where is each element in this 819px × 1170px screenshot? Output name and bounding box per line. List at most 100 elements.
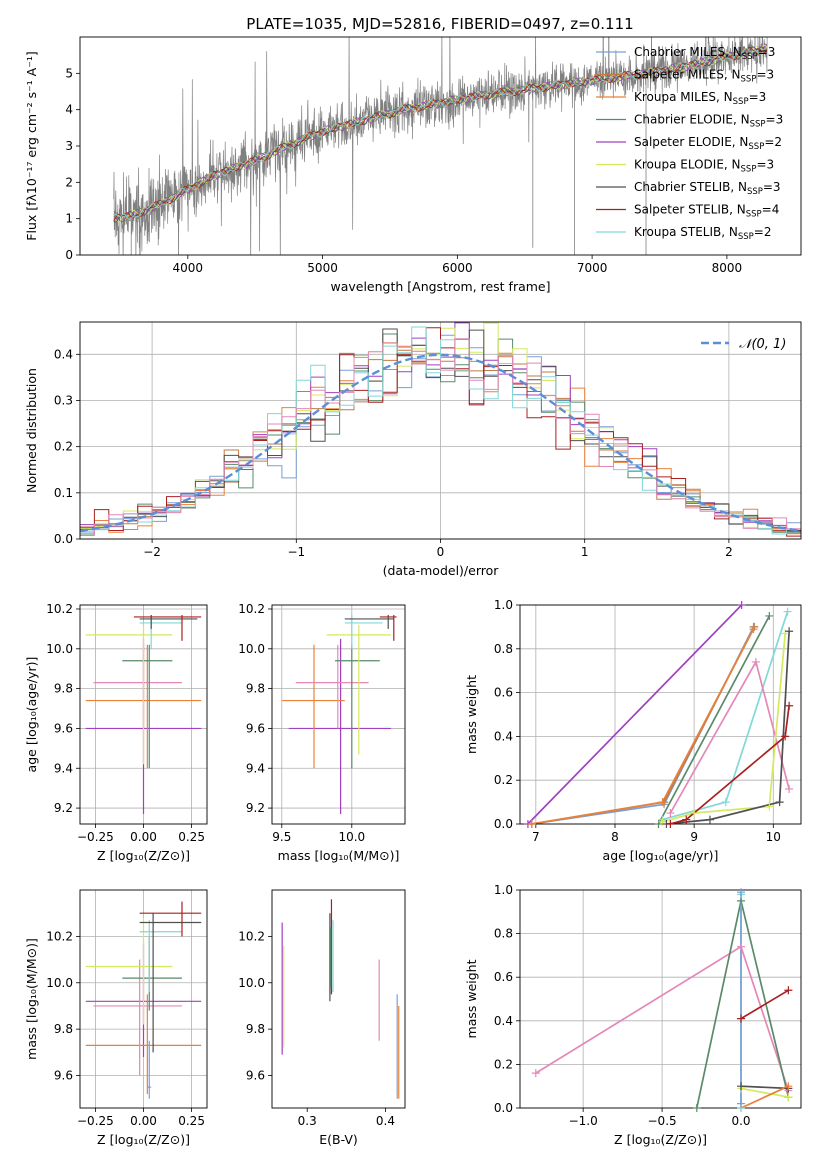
x-tick-label: 9.5: [272, 830, 291, 844]
x-tick-label: 7: [532, 830, 540, 844]
y-axis-label: Flux [fλ10⁻¹⁷ erg cm⁻² s⁻¹ A⁻¹]: [24, 51, 39, 240]
weight-point-marker: [785, 784, 794, 793]
weight-point-marker: [721, 798, 730, 807]
y-tick-label: 9.2: [54, 801, 73, 815]
legend-entry-3: Chabrier ELODIE, NSSP=3: [634, 113, 783, 130]
y-tick-label: 0.6: [494, 686, 513, 700]
panels: 4000 5000 6000 7000 8000 0 1 2 3 4 5 wavelength [An…: [24, 36, 802, 1147]
y-tick-label: 9.2: [246, 801, 265, 815]
legend-label: Salpeter ELODIE, N: [634, 135, 748, 149]
histogram-6: [80, 328, 801, 531]
weight-line-3: [740, 1087, 789, 1098]
x-tick-label: −0.25: [77, 1114, 114, 1128]
y-tick-label: 10.2: [238, 929, 265, 943]
weight-point-marker: [765, 802, 774, 811]
y-tick-label: 0.4: [54, 347, 73, 361]
histogram-7: [80, 327, 801, 537]
y-tick-label: 10.2: [238, 602, 265, 616]
y-tick-label: 9.4: [54, 761, 73, 775]
y-tick-label: 1: [65, 212, 73, 226]
model-line-4: [113, 43, 768, 223]
x-axis-label: Z [log₁₀(Z/Z⊙)]: [97, 1132, 190, 1147]
y-tick-label: 0.1: [54, 486, 73, 500]
weight-point-marker: [785, 701, 794, 710]
x-tick-label: 9: [690, 830, 698, 844]
weight-point-marker: [737, 1082, 746, 1091]
y-tick-label: 10.0: [46, 976, 73, 990]
x-tick-label: 10: [766, 830, 781, 844]
y-axis-label: mass weight: [464, 959, 479, 1038]
y-tick-label: 10.0: [46, 642, 73, 656]
axes-spectrum: 4000 5000 6000 7000 8000 0 1 2 3 4 5 wavelength [An…: [24, 36, 802, 294]
weight-point-marker: [531, 1069, 540, 1078]
y-tick-label: 0.0: [494, 1101, 513, 1115]
x-tick-label: 0.4: [376, 1114, 395, 1128]
axes-weight_vs_age: 7 8 9 10 0.0 0.2 0.4 0.6 0.8 1.0 age [log₁₀(age/yr…: [464, 598, 802, 863]
y-tick-label: 9.6: [246, 1069, 265, 1083]
x-tick-label: 1: [581, 545, 589, 559]
legend-suffix: =3: [749, 90, 767, 104]
legend-sub: SSP: [748, 142, 764, 152]
weight-line-4: [657, 615, 771, 824]
y-tick-label: 9.8: [246, 1022, 265, 1036]
y-tick-label: 0.4: [494, 1014, 513, 1028]
y-axis-label: Normed distribution: [24, 368, 39, 493]
weight-line-0: [527, 605, 743, 824]
y-tick-label: 0.6: [494, 970, 513, 984]
plot-area-weight_vs_age: [527, 605, 790, 824]
legend-sub: SSP: [733, 97, 749, 107]
plot-area-mass_vs_EBV: [281, 899, 400, 1099]
legend-entry-1: Salpeter MILES, NSSP=3: [634, 68, 774, 85]
plot-area-age_vs_mass: [281, 614, 397, 815]
x-tick-label: −0.5: [648, 1114, 677, 1128]
weight-point-marker: [682, 815, 691, 824]
axes-residuals: −2 −1 0 1 2 0.0 0.1 0.2 0.3 0.4 (data-model)/error…: [24, 321, 802, 578]
y-tick-label: 2: [65, 175, 73, 189]
weight-line-2: [740, 989, 789, 1020]
weight-line-4: [740, 1085, 789, 1090]
plot-area-age_vs_Z: [85, 614, 202, 815]
weight-point-marker: [666, 820, 675, 828]
normal-curve: [80, 353, 801, 533]
x-axis-label: age [log₁₀(age/yr)]: [603, 848, 719, 863]
x-tick-label: 0.25: [178, 1114, 205, 1128]
axes-mass_vs_EBV: 0.3 0.4 9.6 9.8 10.0 10.2 E(B-V): [238, 889, 406, 1147]
axes-frame: [271, 604, 406, 825]
y-tick-label: 0.2: [54, 440, 73, 454]
y-tick-label: 0: [65, 248, 73, 262]
weight-point-marker: [784, 986, 793, 995]
legend-sub: SSP: [750, 120, 766, 130]
weight-point-marker: [765, 611, 774, 620]
legend-label: Kroupa STELIB, N: [634, 225, 738, 239]
x-tick-label: 0: [437, 545, 445, 559]
x-tick-label: 4000: [173, 261, 204, 275]
y-tick-label: 10.0: [238, 976, 265, 990]
y-axis-label: mass [log₁₀(M/M⊙)]: [24, 938, 39, 1060]
weight-point-marker: [658, 798, 667, 807]
x-tick-label: −1: [287, 545, 305, 559]
legend-label: Chabrier STELIB, N: [634, 180, 747, 194]
y-tick-label: 5: [65, 66, 73, 80]
y-tick-label: 0.4: [494, 729, 513, 743]
weight-point-marker: [737, 942, 746, 951]
y-tick-label: 1.0: [494, 598, 513, 612]
histogram-9: [80, 338, 801, 536]
weight-point-marker: [690, 809, 699, 818]
weight-point-marker: [785, 627, 794, 636]
weight-point-marker: [751, 657, 760, 666]
legend-entry-2: Kroupa MILES, NSSP=3: [634, 90, 766, 107]
y-tick-label: 9.6: [54, 721, 73, 735]
plot-area-spectrum: [113, 37, 768, 255]
y-tick-label: 0.0: [54, 532, 73, 546]
axes-frame: [519, 889, 802, 1109]
x-axis-label: Z [log₁₀(Z/Z⊙)]: [97, 848, 190, 863]
x-axis-label: wavelength [Angstrom, rest frame]: [330, 279, 550, 294]
y-tick-label: 9.8: [246, 682, 265, 696]
plot-area-mass_vs_Z: [85, 901, 202, 1099]
x-tick-label: 10.0: [338, 830, 365, 844]
y-tick-label: 0.2: [494, 1057, 513, 1071]
legend-sub: SSP: [742, 52, 758, 62]
legend-entry-8: Kroupa STELIB, NSSP=2: [634, 225, 772, 242]
legend-sub: SSP: [741, 165, 757, 175]
